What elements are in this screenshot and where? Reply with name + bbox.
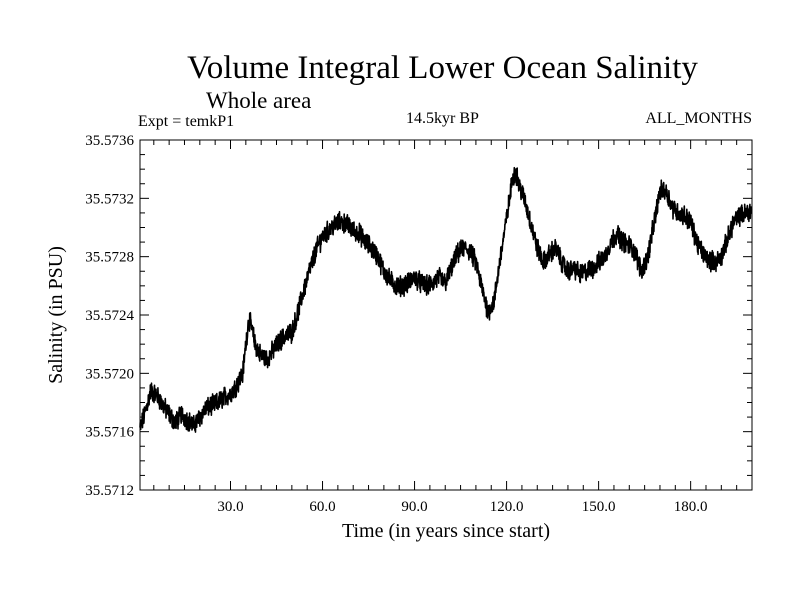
x-tick-label: 30.0 [217,499,243,515]
x-tick-label: 180.0 [674,499,708,515]
y-tick-labels: 35.5712 35.5716 35.5720 35.5724 35.5728 35.57… [85,133,134,499]
x-tick-label: 120.0 [490,499,524,515]
y-axis-title: Salinity (in PSU) [45,246,67,384]
salinity-series-line [139,166,753,433]
chart-title: Volume Integral Lower Ocean Salinity [187,50,698,86]
y-tick-label: 35.5720 [85,366,134,382]
y-tick-label: 35.5724 [85,308,134,324]
y-tick-label: 35.5736 [85,133,134,149]
x-tick-label: 60.0 [309,499,335,515]
axis-ticks [140,140,752,490]
x-axis-title: Time (in years since start) [342,520,550,542]
y-tick-label: 35.5732 [85,191,134,207]
x-tick-labels: 30.0 60.0 90.0 120.0 150.0 180.0 [217,499,707,515]
period-label: 14.5kyr BP [406,110,479,127]
y-tick-label: 35.5716 [85,425,134,441]
y-tick-label: 35.5712 [85,483,134,499]
x-tick-label: 90.0 [401,499,427,515]
chart-subtitle: Whole area [206,88,312,113]
experiment-label: Expt = temkP1 [138,113,235,130]
x-tick-label: 150.0 [582,499,616,515]
months-label: ALL_MONTHS [645,110,752,127]
plot-frame [139,139,753,491]
y-tick-label: 35.5728 [85,250,134,266]
